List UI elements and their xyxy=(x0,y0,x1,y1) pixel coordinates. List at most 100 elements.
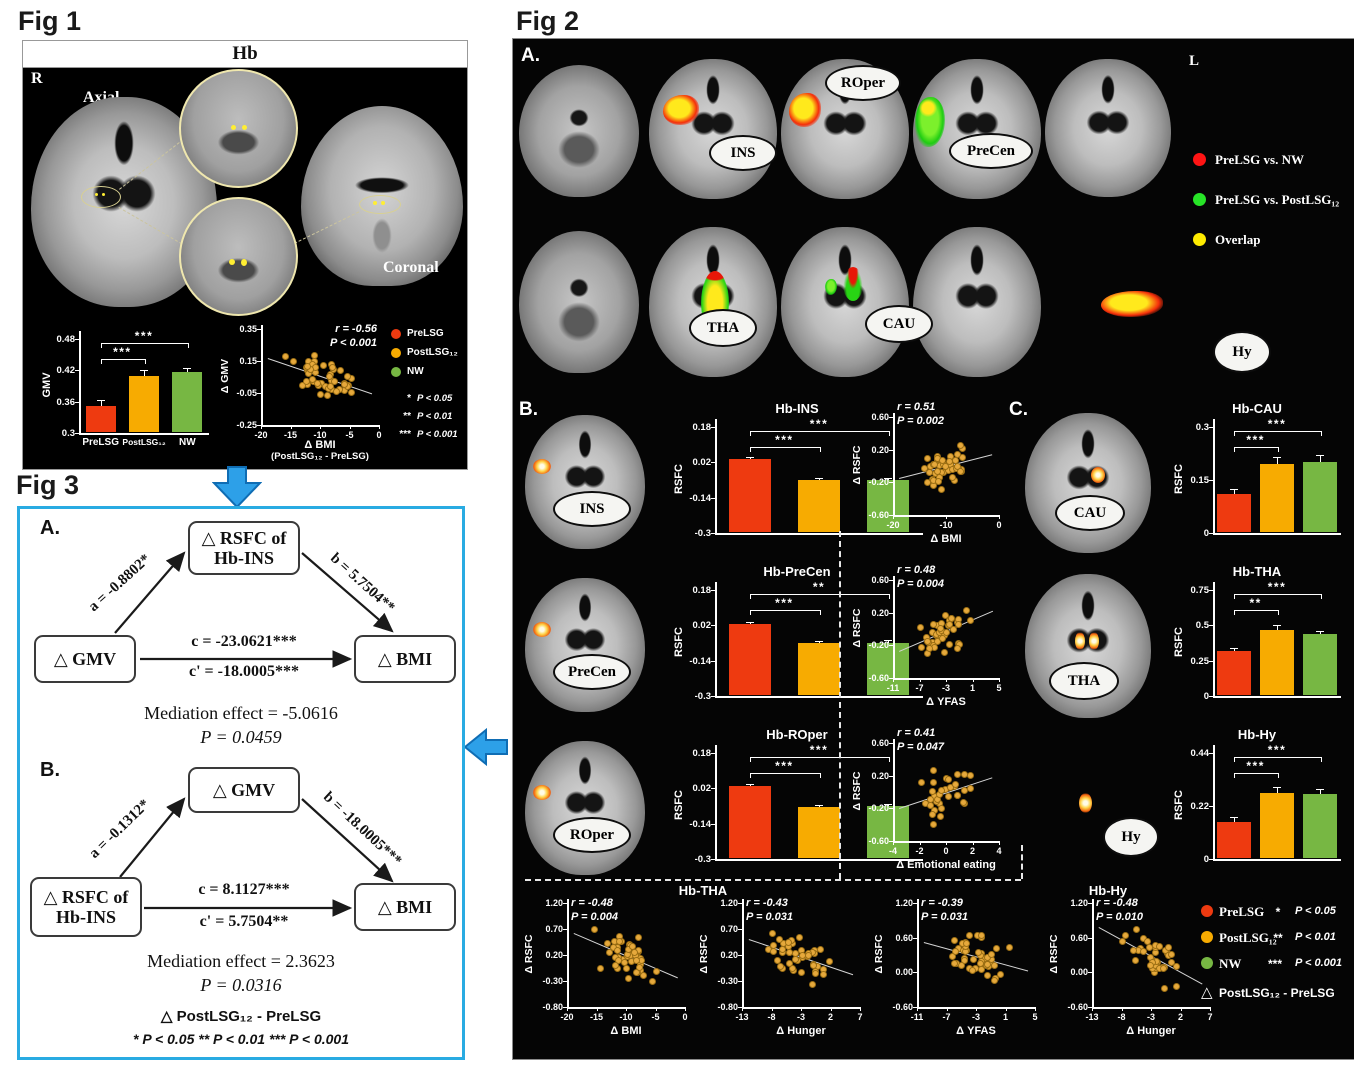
y-tick-mark xyxy=(711,753,715,754)
mediator-box-rsfc: △ RSFC of Hb-INS xyxy=(188,521,300,575)
error-bar-cap xyxy=(1273,786,1281,788)
y-axis-title: GMV xyxy=(41,372,53,398)
x-tick-label: 2 xyxy=(969,846,975,856)
y-tick-label: 0.5 xyxy=(1195,620,1209,632)
legend-delta-label: PostLSG₁₂ - PreLSG xyxy=(1219,986,1335,1000)
data-point xyxy=(925,469,933,477)
sig-stars-upper: *** xyxy=(134,329,154,343)
axial-brain-PreCen xyxy=(525,578,645,712)
y-tick-mark xyxy=(738,981,742,982)
bar-chart-Hb-ROper: Hb-ROper 0.18 0.02 -0.14 -0.3 RSFC *** *** xyxy=(651,727,943,885)
path-c-label: c = -23.0621*** xyxy=(191,633,297,650)
data-point xyxy=(810,961,818,969)
x-axis-title: Δ YFAS xyxy=(926,696,966,708)
y-tick-mark xyxy=(563,929,567,930)
x-axis-subtitle: (PostLSG₁₂ - PreLSG) xyxy=(271,451,369,462)
data-point xyxy=(953,644,961,652)
data-point xyxy=(809,981,817,989)
y-axis-title: RSFC xyxy=(1173,464,1185,494)
data-point xyxy=(956,468,964,476)
y-tick-label: 0 xyxy=(1203,528,1209,539)
legend-label: Overlap xyxy=(1215,232,1261,247)
data-point xyxy=(920,464,928,472)
x-tick-label: 1 xyxy=(1002,1012,1008,1022)
sig-stars-lower: *** xyxy=(1246,759,1265,773)
fig2-b-row-PreCen: PreCen Hb-PreCen 0.18 0.02 -0.14 -0.3 RSFC ** **… xyxy=(513,562,1013,725)
bottom-scatter-4-Δ Hunger: 1.20 0.60 0.00 -0.60 -13 -8 -3 2 7 Δ Hunger Δ RSFC… xyxy=(1046,897,1218,1047)
x-tick-mark xyxy=(919,841,921,845)
y-tick-label: 0.70 xyxy=(720,924,738,934)
y-tick-label: 0.60 xyxy=(871,412,889,422)
bar xyxy=(1260,629,1294,695)
y-tick-mark xyxy=(257,425,261,426)
correlation-p-value: P = 0.002 xyxy=(897,415,944,427)
data-point xyxy=(1168,951,1176,959)
data-point xyxy=(941,612,949,620)
data-point xyxy=(330,378,338,386)
error-bar-cap xyxy=(1315,630,1324,632)
y-tick-label: -0.80 xyxy=(717,1002,738,1012)
axial-slice-9 xyxy=(913,227,1041,377)
data-point xyxy=(282,353,290,361)
y-tick-mark xyxy=(913,937,917,939)
data-point xyxy=(614,947,622,955)
bar xyxy=(1302,633,1337,695)
y-tick-mark xyxy=(889,482,893,484)
y-tick-label: -0.60 xyxy=(868,510,889,520)
data-point xyxy=(1164,943,1172,951)
data-point xyxy=(314,379,322,387)
error-bar xyxy=(100,399,102,406)
y-tick-label: -0.60 xyxy=(1067,1002,1088,1012)
data-point xyxy=(632,968,640,976)
roi-label-tha: THA xyxy=(689,309,757,347)
bar xyxy=(798,643,840,695)
y-tick-mark xyxy=(711,859,715,860)
y-tick-mark xyxy=(913,903,917,904)
y-tick-mark xyxy=(75,401,79,403)
y-tick-label: 0.18 xyxy=(692,422,712,433)
bar xyxy=(728,786,771,858)
bar-category-label: PostLSG₁₂ xyxy=(122,437,166,447)
y-tick-mark xyxy=(913,972,917,974)
error-bar-cap xyxy=(884,640,893,642)
y-axis-line xyxy=(261,325,263,425)
y-tick-label: 0.3 xyxy=(61,428,75,439)
data-point xyxy=(937,486,945,494)
y-tick-mark xyxy=(711,788,715,790)
axial-slice-5 xyxy=(1045,59,1171,197)
x-tick-label: -13 xyxy=(1085,1012,1099,1022)
correlation-r-value: r = 0.41 xyxy=(897,727,936,739)
sig-bracket xyxy=(1234,773,1279,778)
y-tick-mark xyxy=(563,1007,567,1008)
bar-chart-Hb-CAU: Hb-CAU 0.3 0.15 0 RSFC *** *** xyxy=(1163,401,1351,559)
x-tick-mark xyxy=(972,678,974,682)
legend-label: PostLSG₁₂ xyxy=(1219,930,1277,945)
y-tick-mark xyxy=(257,361,261,362)
x-tick-label: -10 xyxy=(619,1012,633,1022)
habenula-zoom-inset-top xyxy=(179,69,298,188)
activation-hotspot xyxy=(1079,793,1092,813)
sig-stars-lower: *** xyxy=(113,345,132,359)
x-tick-mark xyxy=(685,1007,686,1011)
legend-dot-prelsg-vs-nw xyxy=(1193,153,1206,166)
data-point xyxy=(1167,958,1175,966)
data-point xyxy=(929,767,937,775)
activation-blob-cau xyxy=(843,267,863,301)
data-point xyxy=(970,955,978,963)
y-axis-line xyxy=(567,899,569,1007)
sig-stars-lower: *** xyxy=(775,596,794,610)
data-point xyxy=(298,381,306,389)
x-tick-mark xyxy=(1151,1007,1152,1011)
y-axis-line xyxy=(893,739,895,841)
error-bar-cap xyxy=(96,399,105,401)
y-axis-title: Δ GMV xyxy=(219,358,231,394)
bar-category-label: NW xyxy=(178,437,196,448)
data-point xyxy=(632,956,640,964)
fig1-header: Hb xyxy=(23,41,467,68)
x-tick-mark xyxy=(1121,1007,1123,1011)
chart-title: Hb-THA xyxy=(1232,564,1282,579)
sig-stars-lower: *** xyxy=(775,433,794,447)
path-c-label: c = 8.1127*** xyxy=(198,881,290,898)
x-tick-mark xyxy=(860,1007,861,1011)
